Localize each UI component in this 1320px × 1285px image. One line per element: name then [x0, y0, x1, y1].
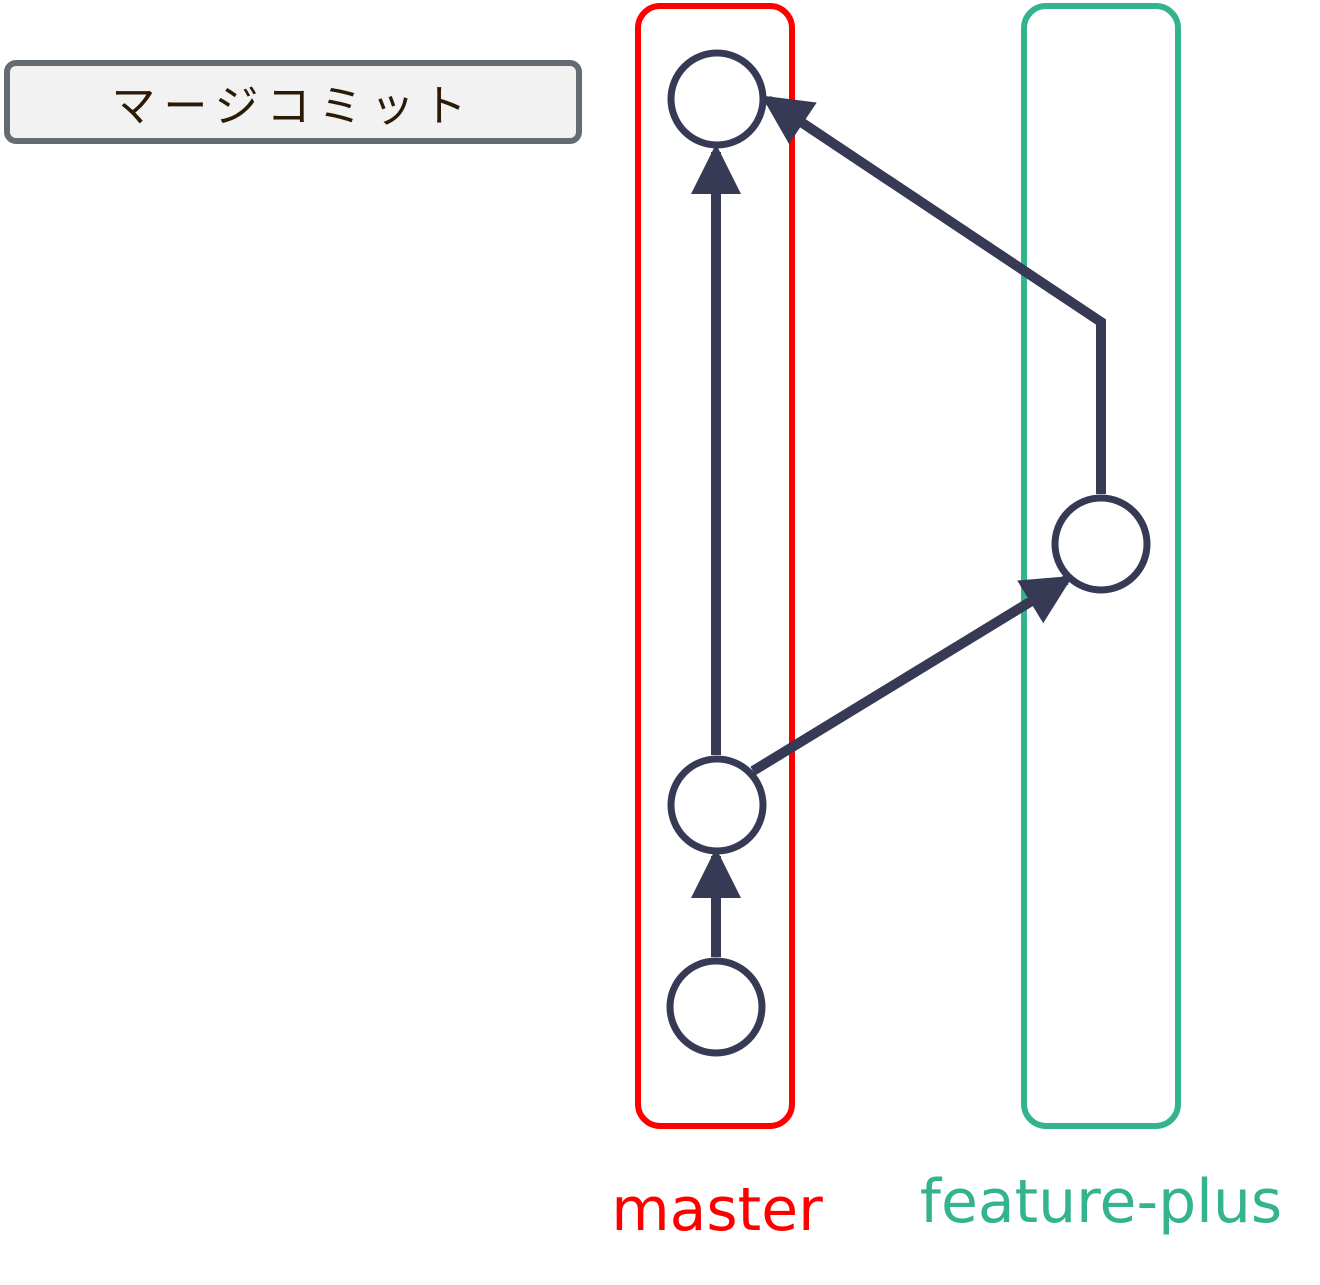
edge-feature-commit-to-merge-commit: [761, 95, 1106, 494]
merge-commit-label: マージコミット: [111, 81, 475, 132]
master-commit-1-node: [666, 957, 766, 1057]
feature-commit-node: [1051, 494, 1151, 594]
feature-plus-branch-lane: [1021, 3, 1181, 1129]
feature-plus-branch-label: feature-plus: [920, 1167, 1282, 1237]
master-branch-lane: [635, 3, 795, 1129]
master-commit-2-node: [667, 755, 767, 855]
edge-commit2-to-feature-commit: [750, 575, 1073, 776]
merge-commit-label-box: マージコミット: [4, 60, 582, 144]
master-branch-label: master: [611, 1175, 823, 1245]
merge-commit-node: [667, 49, 767, 149]
